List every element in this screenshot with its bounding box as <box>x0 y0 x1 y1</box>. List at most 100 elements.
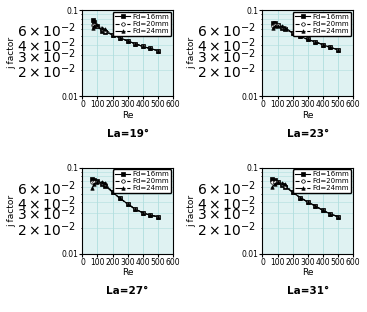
Fd=24mm <box>141 211 145 215</box>
Fd=24mm <box>156 215 160 218</box>
Fd=24mm <box>110 33 115 37</box>
Line: Fd=16mm: Fd=16mm <box>91 177 159 218</box>
Fd=16mm <box>270 177 275 180</box>
Fd=16mm <box>272 21 277 25</box>
Fd=16mm <box>103 184 107 188</box>
Fd=20mm <box>103 29 107 32</box>
Fd=24mm <box>328 212 333 216</box>
Fd=20mm <box>133 42 137 46</box>
Fd=20mm <box>270 180 275 184</box>
Fd=16mm <box>313 204 317 208</box>
Fd=20mm <box>272 180 277 184</box>
Fd=16mm <box>156 49 160 52</box>
Y-axis label: j factor: j factor <box>7 37 16 69</box>
Fd=24mm <box>275 24 280 28</box>
Fd=16mm <box>141 45 145 48</box>
Fd=24mm <box>103 27 107 31</box>
Fd=20mm <box>110 33 115 37</box>
Fd=16mm <box>313 40 317 44</box>
Fd=16mm <box>92 20 97 23</box>
Text: La=23°: La=23° <box>287 129 329 139</box>
Fd=16mm <box>298 196 302 199</box>
Fd=24mm <box>91 26 95 30</box>
Fd=24mm <box>290 190 295 194</box>
Line: Fd=24mm: Fd=24mm <box>271 24 339 51</box>
Fd=16mm <box>126 202 130 206</box>
Fd=16mm <box>320 208 325 212</box>
Fd=24mm <box>270 185 275 189</box>
Fd=24mm <box>272 183 277 186</box>
Text: La=27°: La=27° <box>106 286 149 296</box>
Fd=20mm <box>290 190 295 194</box>
Fd=20mm <box>320 208 325 212</box>
Fd=16mm <box>283 27 287 31</box>
X-axis label: Re: Re <box>122 268 133 277</box>
Fd=16mm <box>133 42 137 46</box>
Legend: Fd=16mm, Fd=20mm, Fd=24mm: Fd=16mm, Fd=20mm, Fd=24mm <box>113 12 171 36</box>
Fd=20mm <box>126 202 130 206</box>
Fd=20mm <box>313 204 317 208</box>
Line: Fd=16mm: Fd=16mm <box>91 18 159 52</box>
Fd=20mm <box>141 45 145 48</box>
Fd=20mm <box>141 211 145 215</box>
Fd=24mm <box>133 42 137 46</box>
Fd=24mm <box>148 213 152 217</box>
Fd=24mm <box>305 200 310 204</box>
Y-axis label: j factor: j factor <box>7 195 16 227</box>
Fd=20mm <box>298 196 302 199</box>
Fd=24mm <box>100 26 104 30</box>
Fd=24mm <box>313 204 317 208</box>
Fd=16mm <box>275 180 280 183</box>
Fd=24mm <box>110 190 115 194</box>
Line: Fd=20mm: Fd=20mm <box>91 23 159 52</box>
Fd=16mm <box>335 48 340 51</box>
Fd=20mm <box>156 215 160 218</box>
Fd=24mm <box>328 46 333 49</box>
Line: Fd=24mm: Fd=24mm <box>91 24 159 52</box>
Fd=16mm <box>90 177 94 180</box>
Fd=16mm <box>126 39 130 43</box>
Fd=20mm <box>100 181 104 185</box>
Y-axis label: j factor: j factor <box>187 195 196 227</box>
Legend: Fd=16mm, Fd=20mm, Fd=24mm: Fd=16mm, Fd=20mm, Fd=24mm <box>113 169 171 193</box>
Fd=16mm <box>320 43 325 46</box>
Fd=24mm <box>280 25 284 28</box>
Line: Fd=16mm: Fd=16mm <box>271 21 339 51</box>
Fd=20mm <box>133 207 137 211</box>
Fd=16mm <box>148 46 152 50</box>
Fd=24mm <box>275 180 280 184</box>
Fd=24mm <box>118 36 122 40</box>
Fd=16mm <box>141 211 145 215</box>
Fd=20mm <box>290 31 295 35</box>
Fd=16mm <box>100 182 104 186</box>
Fd=16mm <box>328 212 333 216</box>
Fd=20mm <box>91 23 95 27</box>
Line: Fd=20mm: Fd=20mm <box>271 24 339 51</box>
Fd=20mm <box>283 27 287 30</box>
Fd=16mm <box>335 215 340 218</box>
Fd=20mm <box>305 37 310 41</box>
Fd=24mm <box>272 25 277 28</box>
Text: La=19°: La=19° <box>106 129 149 139</box>
Fd=20mm <box>328 46 333 49</box>
Fd=24mm <box>280 182 284 185</box>
Fd=16mm <box>272 178 277 181</box>
Fd=16mm <box>280 183 284 187</box>
Legend: Fd=16mm, Fd=20mm, Fd=24mm: Fd=16mm, Fd=20mm, Fd=24mm <box>293 169 351 193</box>
Fd=20mm <box>320 43 325 46</box>
Fd=20mm <box>95 180 100 183</box>
Line: Fd=20mm: Fd=20mm <box>91 180 159 218</box>
Fd=24mm <box>100 180 104 184</box>
Fd=20mm <box>335 48 340 51</box>
Line: Fd=24mm: Fd=24mm <box>91 180 159 218</box>
Fd=16mm <box>110 190 115 194</box>
Fd=24mm <box>90 186 94 190</box>
Line: Fd=20mm: Fd=20mm <box>270 180 339 218</box>
Fd=20mm <box>280 25 284 29</box>
Fd=24mm <box>320 208 325 212</box>
Fd=16mm <box>100 29 104 32</box>
Fd=20mm <box>92 180 97 184</box>
Fd=16mm <box>305 200 310 204</box>
Fd=16mm <box>271 21 275 25</box>
Fd=16mm <box>91 18 95 22</box>
